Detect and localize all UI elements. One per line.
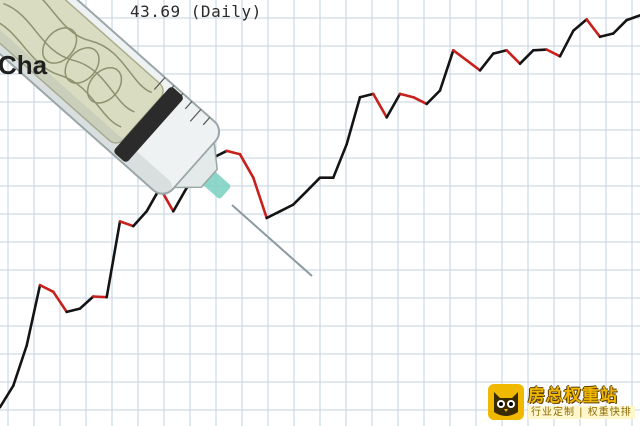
chart-title-fragment: Cha [0,50,48,80]
site-watermark: 房总权重站 行业定制 | 权重快排 [488,382,636,422]
price-segment-down [398,92,415,99]
price-segment-up [0,384,15,409]
price-segment-up [12,344,29,388]
price-segment-up [305,176,322,193]
price-segment-up [425,89,442,106]
watermark-slogan: 行业定制 | 权重快排 [528,405,635,419]
price-segment-up [78,295,95,310]
price-segment-up [558,29,575,58]
price-segment-down [51,290,68,314]
price-line [0,14,640,409]
price-segment-up [385,92,402,119]
price-segment-up [172,186,188,213]
price-segment-up [65,307,82,314]
price-segment-down [92,295,108,299]
syringe [0,0,313,277]
price-segment-up [331,142,349,179]
price-segment-up [105,220,122,299]
price-segment-down [252,176,269,220]
price-segment-down [465,58,482,72]
price-segment-down [585,18,602,39]
price-segment-up [478,52,495,72]
banknote-pattern [0,0,152,128]
price-segment-down [38,283,55,294]
price-segment-up [438,48,455,92]
price-segment-up [598,32,615,39]
price-segment-down [451,48,469,62]
watermark-brand: 房总权重站 [528,385,618,406]
price-segment-down [545,48,562,58]
plunger-seal [114,87,183,162]
price-segment-up [611,18,629,35]
price-segment-up [291,189,309,206]
price-segment-down [118,220,135,228]
price-segment-down [238,153,255,179]
syringe-needle [231,204,313,277]
price-quote-header: 43.69 (Daily) [130,2,262,21]
price-segment-up [345,95,362,146]
price-segment-up [625,14,640,22]
price-segment-up [132,210,148,228]
price-segment-up [278,203,295,213]
price-segment-up [265,210,282,220]
price-segment-up [571,18,589,33]
price-segment-up [25,283,42,347]
price-segment-down [371,92,389,119]
price-segment-up [358,92,375,99]
price-segment-up [491,48,509,55]
barrel-tip [172,140,218,189]
price-segment-down [505,48,522,66]
price-segment-down [411,95,429,106]
price-segment-down [225,149,242,156]
price-segment-up [531,48,549,52]
price-segment-up [518,48,535,66]
owl-icon [488,384,524,420]
